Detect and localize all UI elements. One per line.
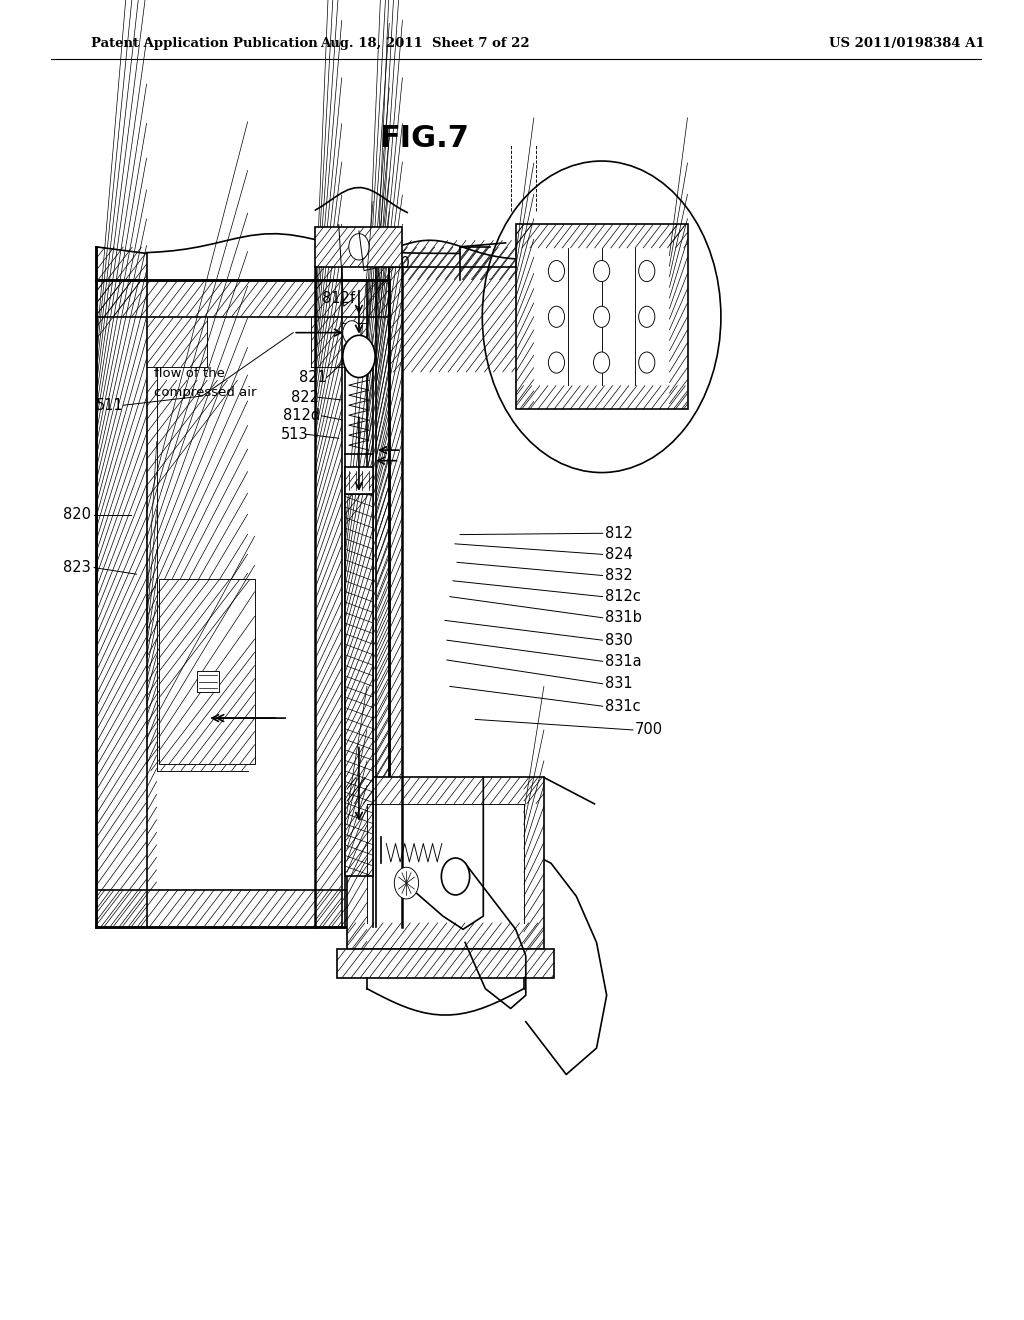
Text: 830: 830	[604, 632, 633, 648]
Bar	[345, 494, 373, 876]
Bar	[516, 224, 687, 409]
Text: 700: 700	[635, 722, 664, 738]
Text: 820: 820	[62, 507, 91, 523]
Text: FIG.7: FIG.7	[380, 124, 470, 153]
Text: 812: 812	[604, 525, 633, 541]
Bar	[96, 280, 389, 927]
Text: 511: 511	[96, 397, 124, 413]
Text: 824: 824	[604, 546, 633, 562]
Text: 812f: 812f	[322, 290, 354, 306]
Text: 821: 821	[299, 370, 327, 385]
Circle shape	[349, 234, 369, 260]
Text: compressed air: compressed air	[154, 385, 256, 399]
Bar	[315, 227, 402, 267]
Circle shape	[482, 161, 721, 473]
Text: 823: 823	[62, 560, 90, 576]
Text: flow of the: flow of the	[154, 367, 224, 380]
Text: 831b: 831b	[604, 610, 641, 626]
Bar	[198, 672, 219, 692]
Text: 810: 810	[382, 256, 410, 272]
Bar	[347, 777, 544, 949]
Bar	[337, 949, 554, 978]
Bar	[345, 473, 373, 488]
Text: Aug. 18, 2011  Sheet 7 of 22: Aug. 18, 2011 Sheet 7 of 22	[319, 37, 529, 50]
Circle shape	[549, 260, 564, 281]
Text: US 2011/0198384 A1: US 2011/0198384 A1	[829, 37, 985, 50]
Circle shape	[441, 858, 470, 895]
Circle shape	[394, 867, 419, 899]
Text: Patent Application Publication: Patent Application Publication	[91, 37, 317, 50]
Circle shape	[639, 352, 655, 374]
Text: 831c: 831c	[604, 698, 640, 714]
Circle shape	[639, 306, 655, 327]
Text: 812d: 812d	[283, 408, 321, 424]
Circle shape	[639, 260, 655, 281]
Text: 831: 831	[604, 676, 632, 692]
Circle shape	[343, 335, 375, 378]
Bar	[345, 467, 373, 494]
Text: 513: 513	[281, 426, 308, 442]
Bar	[159, 579, 255, 764]
Circle shape	[549, 352, 564, 374]
Text: 832: 832	[604, 568, 633, 583]
Circle shape	[594, 260, 609, 281]
Circle shape	[343, 321, 361, 345]
Circle shape	[594, 352, 609, 374]
Circle shape	[594, 306, 609, 327]
Circle shape	[549, 306, 564, 327]
Text: 812c: 812c	[604, 589, 640, 605]
Text: 822: 822	[291, 389, 319, 405]
Text: 831a: 831a	[604, 653, 641, 669]
